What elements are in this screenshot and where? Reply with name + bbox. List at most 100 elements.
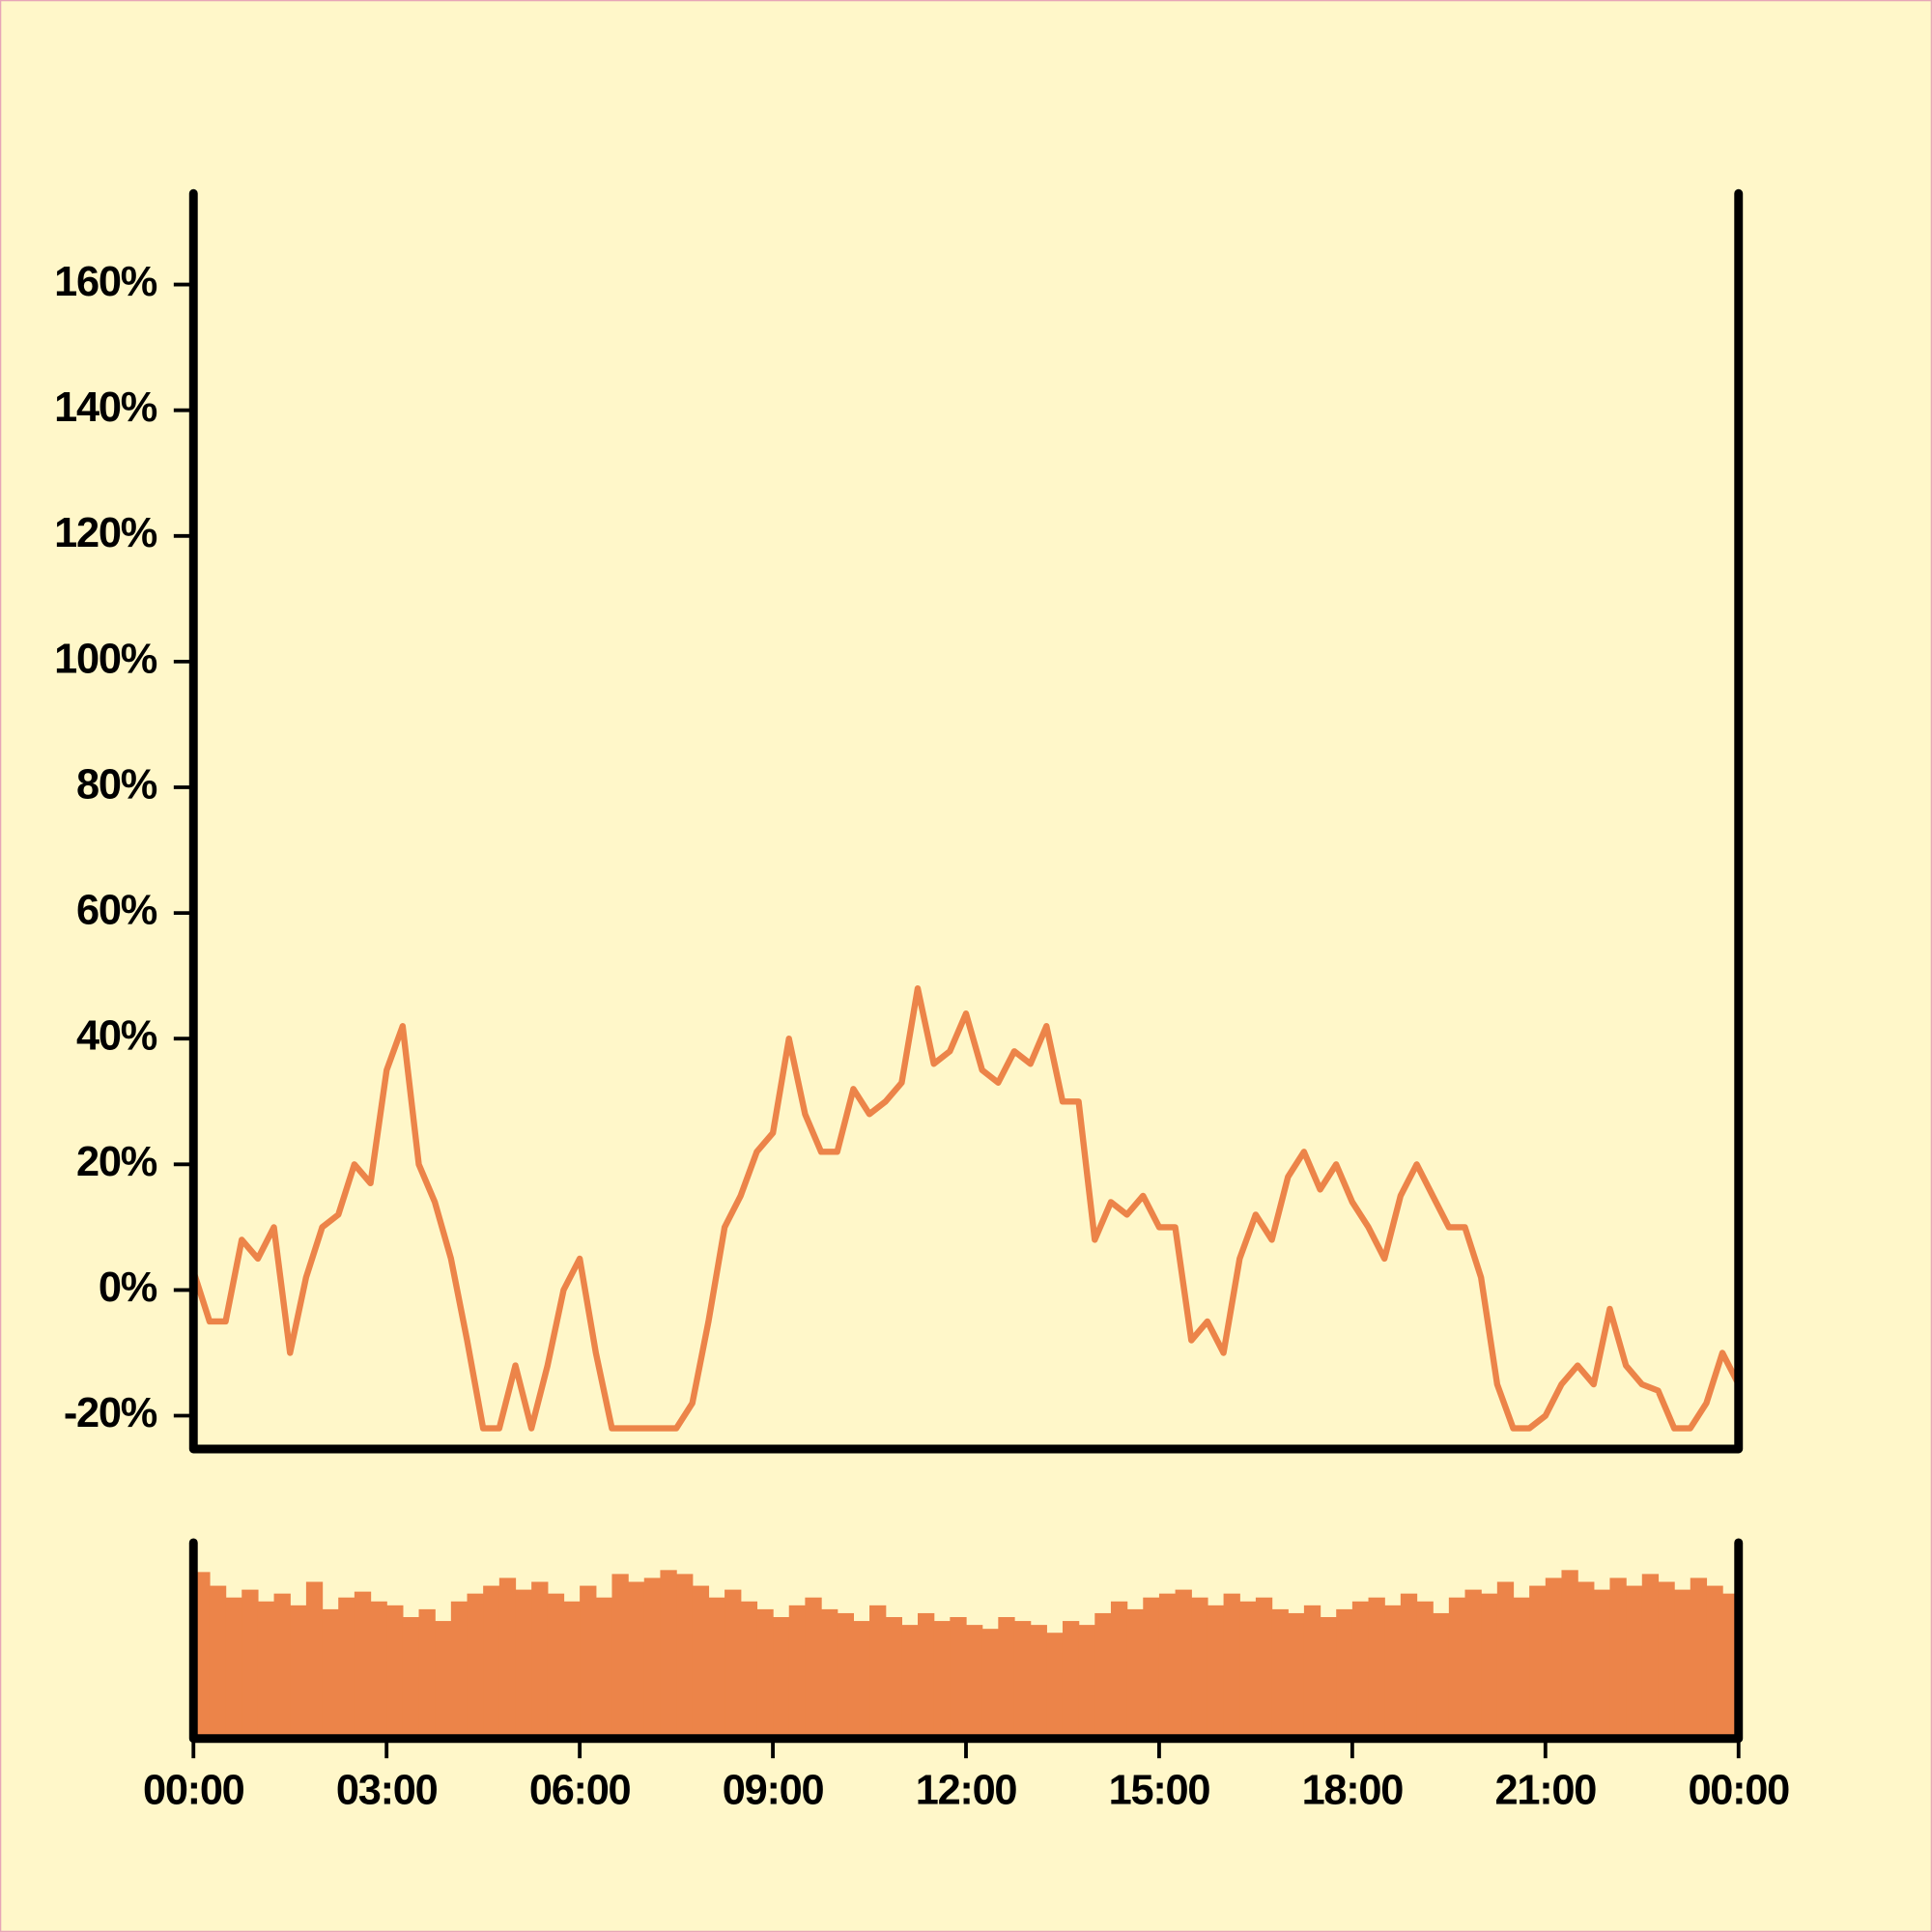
bar	[1416, 1601, 1434, 1739]
bar	[322, 1608, 339, 1739]
bar	[1561, 1570, 1578, 1739]
bar	[1641, 1574, 1660, 1739]
bar	[724, 1589, 742, 1739]
bar	[805, 1597, 822, 1739]
bar	[435, 1621, 452, 1739]
bar	[853, 1621, 870, 1739]
y-tick-label: 60%	[76, 888, 157, 934]
bar	[628, 1581, 645, 1739]
bar	[998, 1617, 1015, 1739]
bar	[1577, 1581, 1595, 1739]
x-tick-label: 12:00	[916, 1767, 1017, 1813]
bar	[1320, 1617, 1337, 1739]
bar	[676, 1574, 694, 1739]
bar	[290, 1605, 307, 1739]
bar	[547, 1593, 565, 1739]
x-tick-label: 03:00	[336, 1767, 438, 1813]
y-tick-label: 100%	[54, 636, 157, 682]
bar	[1593, 1589, 1611, 1739]
bar	[692, 1585, 710, 1739]
bar	[305, 1581, 324, 1739]
bar	[1191, 1597, 1208, 1739]
bar	[1384, 1605, 1402, 1739]
bar	[225, 1597, 242, 1739]
bar	[1062, 1621, 1080, 1739]
y-tick-label: -20%	[64, 1390, 157, 1436]
bar	[1110, 1601, 1128, 1739]
bar	[1078, 1625, 1095, 1739]
bar	[740, 1601, 758, 1739]
bar	[1239, 1601, 1257, 1739]
bar	[660, 1570, 677, 1739]
bar	[1481, 1593, 1498, 1739]
bar	[531, 1581, 549, 1739]
bar	[1609, 1577, 1627, 1739]
x-tick-label: 15:00	[1109, 1767, 1210, 1813]
bar	[773, 1617, 790, 1739]
bar	[1368, 1597, 1385, 1739]
bar	[1013, 1621, 1032, 1739]
bar	[498, 1577, 517, 1739]
bar	[1706, 1585, 1723, 1739]
bar	[950, 1617, 967, 1739]
bar	[788, 1605, 807, 1739]
bar	[1351, 1601, 1370, 1739]
bar	[563, 1601, 581, 1739]
bar	[273, 1593, 291, 1739]
bar	[1529, 1585, 1547, 1739]
x-tick-label: 06:00	[529, 1767, 631, 1813]
bar	[933, 1621, 951, 1739]
bar	[595, 1597, 613, 1739]
x-tick-label: 09:00	[723, 1767, 824, 1813]
line	[190, 985, 1742, 1432]
bar	[242, 1589, 259, 1739]
bar	[643, 1577, 662, 1739]
bar	[1400, 1593, 1418, 1739]
bar	[1255, 1597, 1273, 1739]
bar	[981, 1629, 999, 1739]
bar	[1448, 1597, 1466, 1739]
bar	[1288, 1612, 1305, 1739]
bar	[483, 1585, 500, 1739]
bar	[1496, 1581, 1515, 1739]
bar	[386, 1605, 404, 1739]
bar	[1626, 1585, 1643, 1739]
bar	[966, 1625, 983, 1739]
y-tick-label: 40%	[76, 1013, 157, 1060]
bar	[1545, 1577, 1563, 1739]
bar	[515, 1589, 532, 1739]
bar	[209, 1585, 227, 1739]
axis-frame	[188, 1538, 1744, 1744]
bar	[1223, 1593, 1240, 1739]
x-tick-label: 00:00	[143, 1767, 244, 1813]
y-tick-label: 0%	[99, 1264, 157, 1311]
bar	[338, 1597, 355, 1739]
y-tick-label: 140%	[54, 384, 157, 431]
bar	[837, 1612, 855, 1739]
bar	[370, 1601, 387, 1739]
bar	[1674, 1589, 1691, 1739]
bar	[402, 1617, 420, 1739]
y-tick-label: 120%	[54, 510, 157, 556]
y-tick-label: 160%	[54, 259, 157, 305]
bar	[611, 1574, 629, 1739]
bar	[1513, 1597, 1530, 1739]
y-tick-label: 80%	[76, 761, 157, 808]
bar	[885, 1617, 902, 1739]
bar	[821, 1608, 838, 1739]
bar	[1658, 1581, 1675, 1739]
bar	[901, 1625, 919, 1739]
y-tick-label: 20%	[76, 1139, 157, 1185]
bar	[580, 1585, 597, 1739]
bar	[1175, 1589, 1192, 1739]
bar	[450, 1601, 469, 1739]
x-tick-label: 21:00	[1495, 1767, 1597, 1813]
bar	[1271, 1608, 1289, 1739]
bar	[1690, 1577, 1708, 1739]
bar	[257, 1601, 275, 1739]
bar	[1046, 1633, 1064, 1739]
bar	[354, 1591, 372, 1739]
bar	[418, 1608, 436, 1739]
bar	[1158, 1593, 1177, 1739]
